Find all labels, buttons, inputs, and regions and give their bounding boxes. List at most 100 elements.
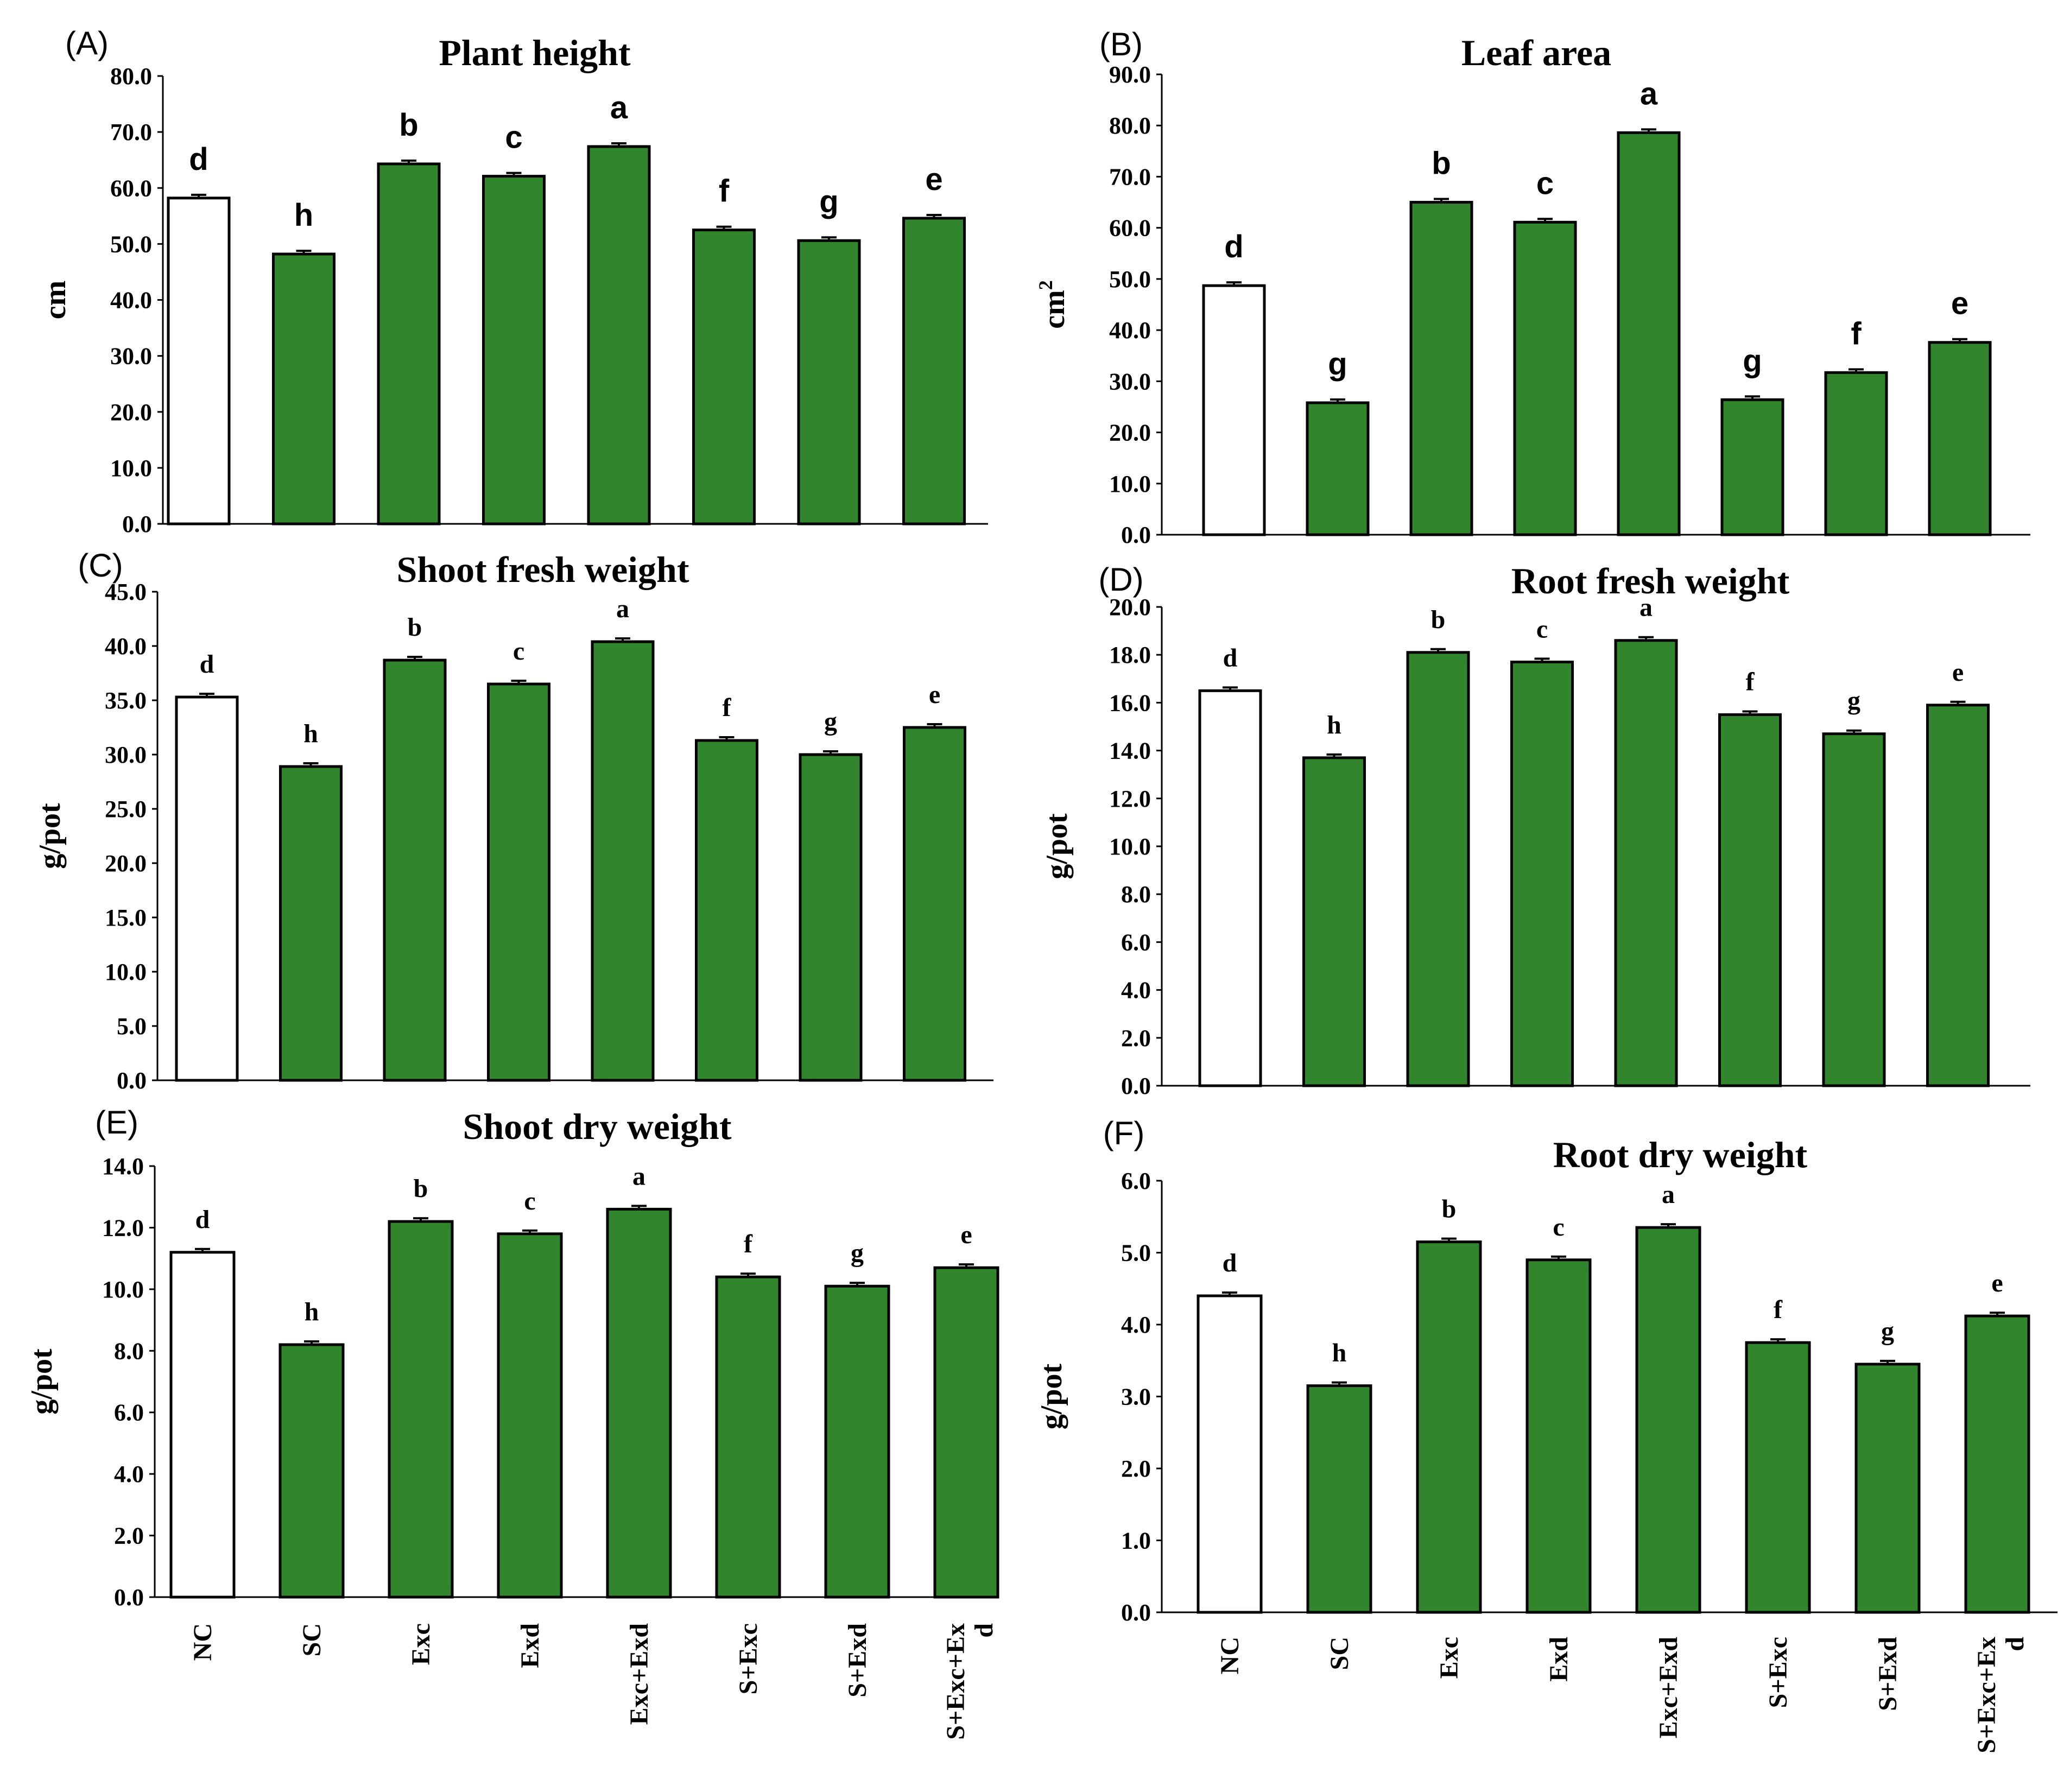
x-category-label-line: SC <box>297 1623 326 1656</box>
chart-title: Leaf area <box>1461 32 1611 73</box>
y-tick-label: 10.0 <box>105 959 147 985</box>
significance-letter: g <box>1847 687 1860 715</box>
chart-panel-c: (C) Shoot fresh weight 0.0 5.0 10.0 15.0 20.0 2… <box>33 547 993 1094</box>
significance-letter: b <box>1431 605 1446 634</box>
y-tick-label: 5.0 <box>1121 1240 1151 1267</box>
bar-exd <box>487 682 550 1082</box>
y-tick-label: 2.0 <box>1121 1455 1151 1482</box>
x-category-label: NC <box>1216 1637 1244 1674</box>
significance-letter: b <box>1432 146 1451 181</box>
y-tick-label: 80.0 <box>1109 112 1151 139</box>
x-category-label: S+Exc+Exd <box>1972 1637 2029 1753</box>
bar-exc-exd <box>587 145 651 525</box>
y-tick-label: 0.0 <box>114 1584 144 1611</box>
y-tick-label: 10.0 <box>110 455 152 482</box>
significance-letter: h <box>1327 711 1341 739</box>
y-axis-label-text: g/pot <box>33 803 67 869</box>
bar-exc-exd <box>1617 131 1681 536</box>
y-tick-label: 20.0 <box>1109 420 1151 446</box>
y-axis-label-superscript: 2 <box>1035 280 1056 290</box>
bar-sc <box>272 252 335 525</box>
bar-sc <box>1306 401 1370 536</box>
bar-exc-exd <box>1614 639 1678 1087</box>
bar-exd <box>497 1232 563 1599</box>
bar-s-exd <box>799 753 863 1082</box>
x-category-label-line: d <box>2001 1637 2029 1651</box>
x-category-label-line: S+Exc <box>1764 1637 1793 1708</box>
significance-letter: e <box>1952 658 1964 687</box>
x-category-label-line: S+Exd <box>843 1623 872 1698</box>
significance-letter: b <box>414 1174 428 1203</box>
y-tick-label: 25.0 <box>105 796 147 822</box>
significance-letter: f <box>719 174 730 209</box>
bar-nc <box>1202 284 1266 536</box>
bar-sc <box>1302 756 1366 1087</box>
y-tick-label: 14.0 <box>1109 738 1151 764</box>
y-tick-label: 0.0 <box>1121 1073 1151 1099</box>
chart-title: Root fresh weight <box>1511 560 1790 601</box>
significance-letter: a <box>610 90 628 125</box>
panel-label: (C) <box>78 547 123 584</box>
significance-letter: g <box>851 1239 864 1268</box>
y-tick-label: 0.0 <box>122 511 152 537</box>
bar-sc <box>1306 1384 1372 1614</box>
bar-s-exd <box>1824 371 1888 536</box>
significance-letter: g <box>819 184 838 219</box>
significance-letter: c <box>1553 1213 1564 1242</box>
y-tick-label: 18.0 <box>1109 642 1151 668</box>
significance-letter: f <box>723 693 732 722</box>
y-tick-label: 40.0 <box>1109 317 1151 344</box>
significance-letter: e <box>960 1220 972 1249</box>
x-category-label-line: NC <box>188 1623 217 1661</box>
x-category-label-line: Exc+Exd <box>625 1623 654 1725</box>
x-category-label: SC <box>1325 1637 1354 1670</box>
significance-letter: g <box>1328 346 1347 382</box>
x-category-label-line: Exd <box>1544 1637 1573 1682</box>
significance-letter: f <box>1746 667 1755 696</box>
bar-exc-exd <box>591 640 655 1082</box>
y-tick-label: 15.0 <box>105 904 147 931</box>
bar-s-exd <box>1854 1363 1921 1614</box>
y-tick-label: 10.0 <box>102 1276 144 1303</box>
bar-exc <box>383 658 447 1082</box>
y-axis-label: g/pot <box>1035 1363 1068 1429</box>
y-tick-label: 6.0 <box>114 1400 144 1426</box>
bar-exc <box>388 1220 454 1599</box>
significance-letter: h <box>303 719 318 748</box>
bar-s-exc-exd <box>902 217 966 525</box>
significance-letter: a <box>1662 1180 1675 1209</box>
significance-letter: a <box>1640 76 1658 111</box>
bar-s-exc-exd <box>1926 704 1990 1087</box>
bar-nc <box>169 1251 236 1599</box>
bar-nc <box>175 695 239 1082</box>
y-tick-label: 12.0 <box>102 1214 144 1241</box>
bar-s-exc-exd <box>1928 341 1992 536</box>
y-axis-label: cm <box>39 281 72 320</box>
x-category-label-line: Exc+Exd <box>1654 1637 1683 1739</box>
x-category-label-line: Exc <box>1435 1637 1464 1679</box>
y-tick-label: 80.0 <box>110 63 152 90</box>
y-axis-label-text: g/pot <box>1035 1363 1068 1429</box>
bar-nc <box>167 197 231 525</box>
x-category-label-line: S+Exc <box>734 1623 763 1694</box>
chart-title: Root dry weight <box>1553 1134 1808 1175</box>
bar-s-exc <box>692 229 756 525</box>
x-category-label: NC <box>188 1623 217 1661</box>
bar-nc <box>1198 689 1262 1087</box>
y-axis-label: g/pot <box>1040 813 1074 879</box>
y-tick-label: 35.0 <box>105 687 147 714</box>
significance-letter: d <box>1223 1249 1237 1277</box>
significance-letter: c <box>513 637 524 666</box>
y-axis-label-text: cm <box>39 281 72 320</box>
y-tick-label: 4.0 <box>1121 977 1151 1004</box>
x-category-label: Exd <box>1544 1637 1573 1682</box>
bar-exc-exd <box>1635 1226 1701 1614</box>
significance-letter: h <box>294 198 313 233</box>
significance-letter: f <box>1851 316 1862 351</box>
bar-exd <box>1510 660 1574 1087</box>
y-tick-label: 30.0 <box>105 742 147 768</box>
significance-letter: c <box>505 120 522 155</box>
significance-letter: g <box>1881 1317 1894 1346</box>
significance-letter: h <box>1332 1339 1347 1367</box>
